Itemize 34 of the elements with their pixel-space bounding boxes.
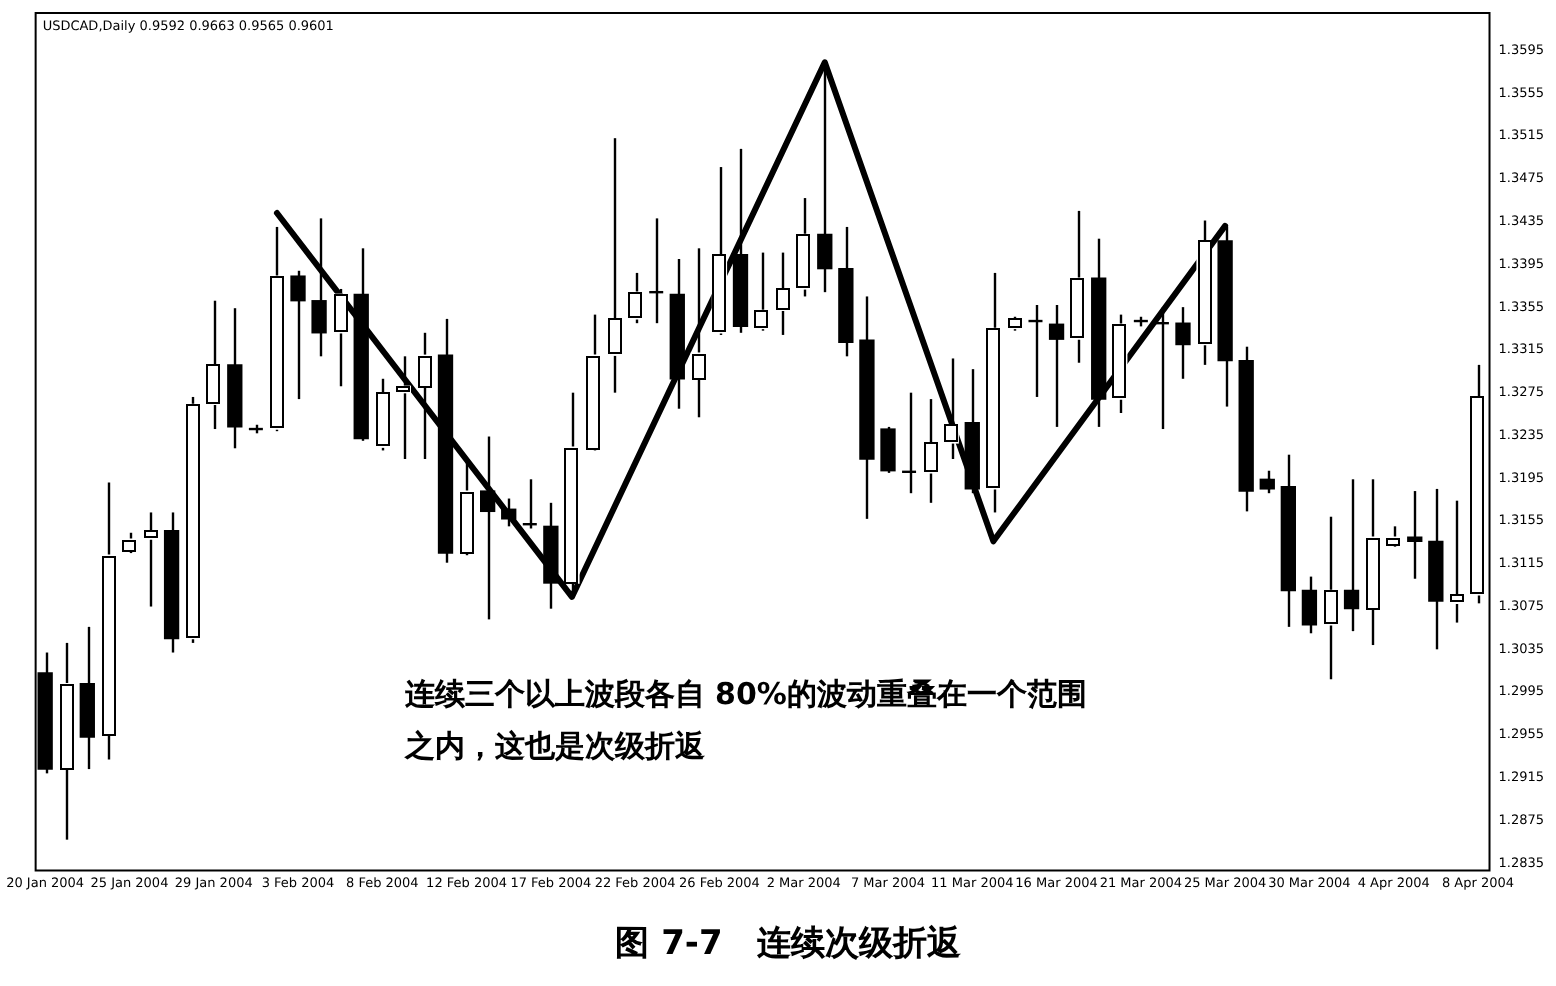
candlestick xyxy=(627,271,643,325)
candlestick xyxy=(1449,499,1465,624)
candlestick xyxy=(753,251,770,332)
candlestick xyxy=(1112,313,1128,415)
candlestick xyxy=(1386,525,1402,548)
candlestick xyxy=(206,299,222,431)
text: 图 7-7 连续次级折返 xyxy=(615,924,963,965)
candlestick xyxy=(142,511,159,608)
candlestick xyxy=(332,287,348,388)
candlestick xyxy=(796,196,812,298)
candlestick xyxy=(1343,478,1360,633)
candlestick xyxy=(711,165,728,337)
candlestick xyxy=(290,269,306,401)
annotation: 连续三个以上波段各自 80%的波动重叠在一个范围之内，这也是次级折返 xyxy=(404,674,1089,768)
candlestick xyxy=(311,217,327,358)
candlestick xyxy=(922,397,938,505)
candlestick xyxy=(985,271,1002,514)
candlestick xyxy=(1470,363,1486,605)
candlestick xyxy=(1175,305,1191,380)
candlestick xyxy=(501,497,517,528)
candlestick xyxy=(1259,469,1275,495)
candlestick xyxy=(943,357,959,461)
candlestick xyxy=(880,425,896,475)
candlestick xyxy=(1301,575,1318,635)
candlestick xyxy=(606,136,622,394)
candlestick xyxy=(395,355,412,461)
candlestick xyxy=(690,247,707,419)
candlestick xyxy=(1407,489,1423,580)
candlestick xyxy=(1322,515,1339,681)
candlestick xyxy=(1069,209,1086,364)
candlestick xyxy=(564,391,580,594)
candlestick xyxy=(121,531,138,555)
candlestick xyxy=(1048,303,1065,429)
candlestick xyxy=(774,251,791,337)
